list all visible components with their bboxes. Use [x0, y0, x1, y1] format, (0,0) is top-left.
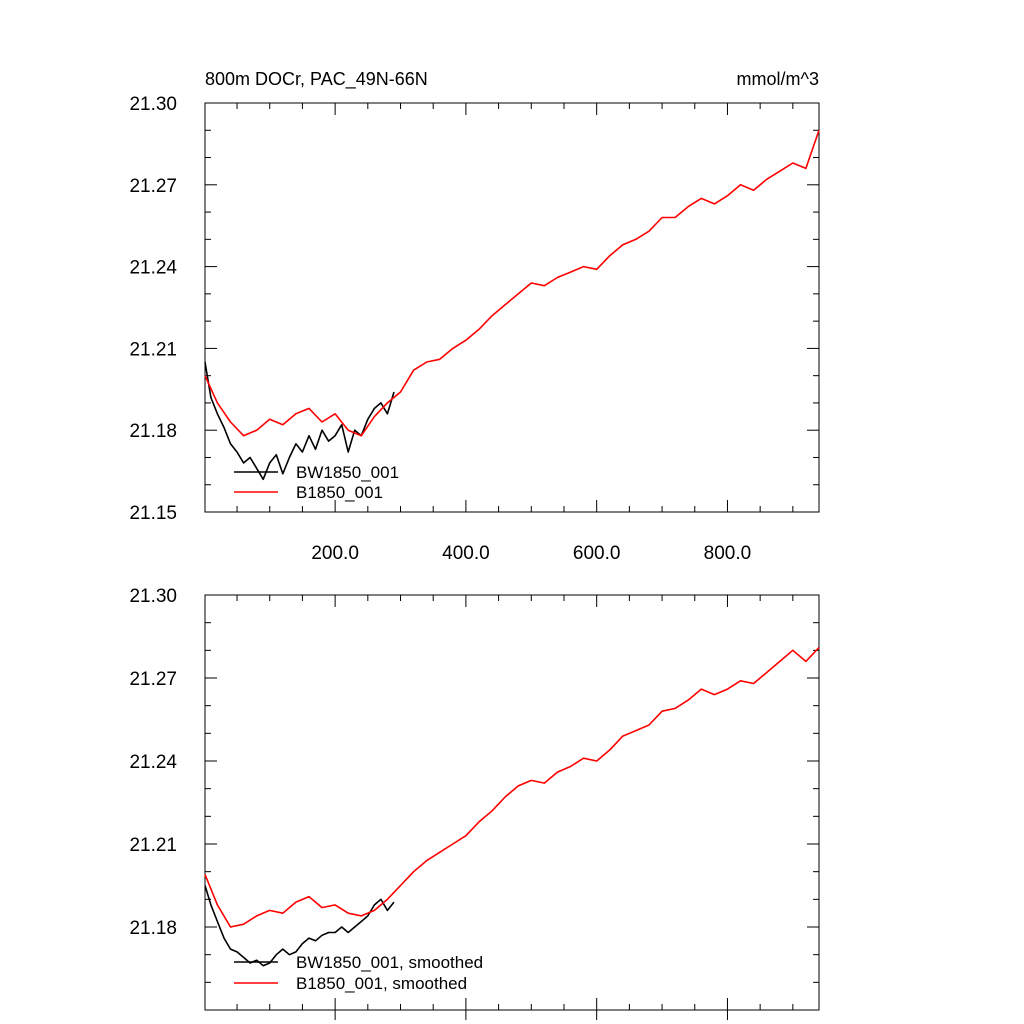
chart-units: mmol/m^3	[737, 69, 819, 89]
y-tick-label: 21.27	[129, 176, 177, 197]
series-lines	[204, 130, 820, 481]
y-tick-label: 21.15	[129, 503, 177, 524]
legend-label-b1850: B1850_001	[296, 483, 383, 502]
y-tick-label: 21.27	[129, 669, 177, 690]
chart-panel-top: 800m DOCr, PAC_49N-66N mmol/m^3 21.1521.…	[129, 69, 820, 564]
y-tick-label: 21.24	[129, 752, 177, 773]
y-tick-label: 21.30	[129, 94, 177, 115]
plot-area-frame	[204, 594, 820, 1011]
legend-label-bw1850: BW1850_001	[296, 463, 399, 482]
legend-label-bw1850-smoothed: BW1850_001, smoothed	[296, 953, 483, 972]
series-lines	[204, 647, 820, 967]
y-tick-label: 21.21	[129, 835, 177, 856]
y-tick-label: 21.21	[129, 339, 177, 360]
x-tick-label: 600.0	[573, 543, 621, 564]
axis-ticks: 21.18 21.21 21.24 21.27 21.30	[129, 586, 819, 1020]
legend: BW1850_001, smoothed B1850_001, smoothed	[234, 953, 483, 993]
y-tick-label: 21.18	[129, 421, 177, 442]
x-tick-label: 200.0	[311, 543, 359, 564]
legend-label-b1850-smoothed: B1850_001, smoothed	[296, 974, 467, 993]
series-line-b1850	[204, 130, 820, 437]
chart-panel-bottom: 21.18 21.21 21.24 21.27 21.30 BW1850_001, sm…	[129, 586, 820, 1020]
axis-ticks: 21.15 21.18 21.21 21.24 21.27 21.30 200.0 400.0…	[129, 94, 819, 564]
plot-area-frame	[204, 102, 820, 513]
x-tick-label: 800.0	[704, 543, 752, 564]
legend: BW1850_001 B1850_001	[234, 463, 399, 502]
series-line-bw1850	[204, 361, 395, 481]
series-line-b1850	[204, 647, 820, 928]
chart-title: 800m DOCr, PAC_49N-66N	[205, 69, 428, 90]
y-tick-label: 21.18	[129, 918, 177, 939]
y-tick-label: 21.24	[129, 258, 177, 279]
x-tick-label: 400.0	[442, 543, 490, 564]
y-tick-label: 21.30	[129, 586, 177, 607]
series-line-bw1850	[204, 885, 395, 967]
